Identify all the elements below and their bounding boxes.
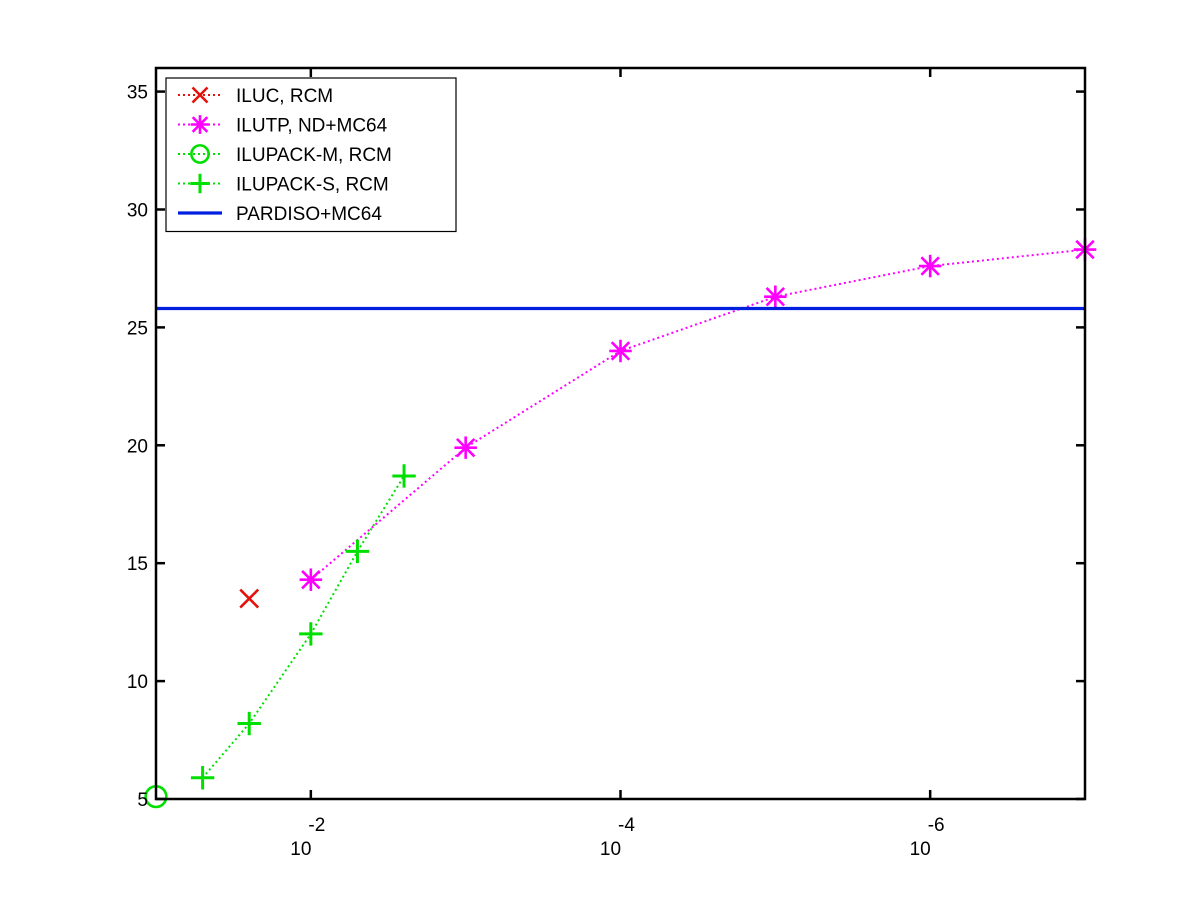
legend-entry: PARDISO+MC64 [178, 204, 382, 225]
marker-stroke [455, 437, 476, 458]
marker-stroke [191, 116, 209, 133]
x-tick-label-exponent: -6 [928, 815, 945, 836]
series-3 [190, 464, 416, 790]
legend: ILUC, RCM ILUTP, ND+MC64 ILUPACK-M, RCM ILU… [165, 77, 457, 233]
data-point [918, 254, 942, 278]
legend-marker [191, 86, 209, 104]
legend-label: PARDISO+MC64 [236, 204, 382, 225]
legend-marker [190, 173, 210, 194]
axes: 5 10 15 20 25 30 35 10 -2 10 -4 10 -6 [127, 66, 1087, 860]
legend-entry: ILUC, RCM [178, 86, 333, 107]
marker-stroke [190, 144, 210, 164]
marker-stroke [239, 588, 260, 609]
y-tick-label: 10 [127, 672, 148, 693]
marker-stroke [191, 86, 209, 104]
marker-stroke [610, 341, 631, 361]
legend-entry: ILUPACK-M, RCM [178, 144, 392, 166]
data-point [609, 339, 632, 363]
legend-label: ILUC, RCM [236, 86, 333, 107]
y-tick-label: 15 [127, 554, 148, 575]
series-layer [144, 238, 1097, 809]
marker-stroke [301, 570, 321, 590]
y-tick-label: 35 [127, 83, 148, 104]
y-tick-label: 5 [137, 790, 148, 811]
data-point [299, 568, 323, 591]
data-point [299, 622, 323, 646]
x-tick-label-exponent: -4 [618, 815, 635, 836]
legend-label: ILUPACK-M, RCM [236, 145, 392, 166]
series-0 [239, 588, 260, 609]
y-tick-label: 20 [127, 436, 148, 457]
data-point [454, 436, 477, 459]
data-point [190, 766, 215, 790]
data-point [239, 588, 260, 609]
x-tick-label-exponent: -2 [308, 815, 325, 836]
marker-stroke [765, 287, 786, 307]
y-tick-label: 30 [127, 200, 148, 221]
x-tick-label-base: 10 [290, 839, 311, 860]
data-point [345, 539, 370, 564]
data-point [237, 711, 261, 736]
legend-label: ILUTP, ND+MC64 [236, 116, 388, 137]
legend-label: ILUPACK-S, RCM [236, 175, 389, 196]
x-tick-label-base: 10 [600, 839, 621, 860]
legend-marker [190, 115, 210, 134]
legend-entry: ILUPACK-S, RCM [178, 173, 389, 196]
marker-stroke [920, 256, 940, 276]
legend-entry: ILUTP, ND+MC64 [178, 115, 388, 137]
legend-marker [190, 144, 210, 164]
data-point [764, 285, 787, 308]
y-tick-label: 25 [127, 318, 148, 339]
x-tick-label-base: 10 [910, 839, 931, 860]
data-point [392, 464, 416, 488]
